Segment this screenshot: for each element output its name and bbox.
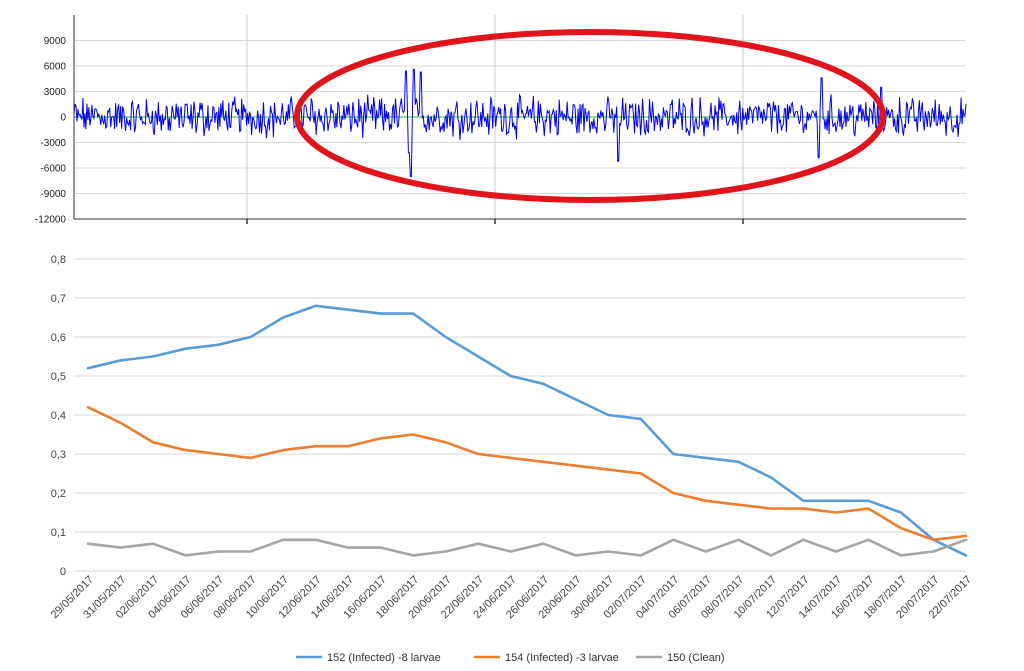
main-line-chart: 0 0,1 0,2 0,3 0,4 0,5 0,6 0,7 0,8 29/05/201731/0… xyxy=(49,254,974,621)
main-grid xyxy=(74,258,966,572)
main-y-tick-label: 0,3 xyxy=(51,449,66,461)
signal-y-tick-label: 0 xyxy=(60,113,66,124)
main-y-tick-label: 0,2 xyxy=(51,488,66,500)
main-y-tick-label: 0,4 xyxy=(51,410,66,422)
main-series-lines xyxy=(86,304,968,557)
signal-y-tick-label: 6000 xyxy=(44,62,67,73)
series-line-1 xyxy=(86,405,968,542)
signal-y-tick-label: 9000 xyxy=(44,36,67,47)
signal-series-line xyxy=(73,68,967,177)
series-line-2 xyxy=(86,538,968,557)
signal-chart: 9000 6000 3000 0 -3000 -6000 -9000 -12000 xyxy=(35,15,967,226)
legend: 152 (Infected) -8 larvae 154 (Infected) -… xyxy=(296,652,724,664)
signal-axes xyxy=(73,15,966,224)
signal-y-tick-labels: 9000 6000 3000 0 -3000 -6000 -9000 -12000 xyxy=(35,36,67,226)
main-y-tick-label: 0,6 xyxy=(51,332,66,344)
main-y-tick-label: 0,8 xyxy=(51,254,66,266)
main-y-tick-label: 0 xyxy=(60,566,66,578)
main-y-tick-label: 0,5 xyxy=(51,371,66,383)
annotation-ellipse xyxy=(294,29,886,203)
signal-y-tick-label: -12000 xyxy=(35,215,67,226)
signal-y-tick-label: 3000 xyxy=(44,87,67,98)
legend-label-0: 152 (Infected) -8 larvae xyxy=(327,652,441,664)
main-y-tick-label: 0,7 xyxy=(51,293,66,305)
signal-y-tick-label: -6000 xyxy=(40,164,66,175)
main-y-tick-label: 0,1 xyxy=(51,527,66,539)
legend-label-1: 154 (Infected) -3 larvae xyxy=(505,652,619,664)
signal-y-tick-label: -3000 xyxy=(40,138,66,149)
main-y-tick-labels: 0 0,1 0,2 0,3 0,4 0,5 0,6 0,7 0,8 xyxy=(51,254,66,578)
legend-label-2: 150 (Clean) xyxy=(667,652,724,664)
series-line-0 xyxy=(86,304,968,557)
main-x-tick-labels: 29/05/201731/05/201702/06/201704/06/2017… xyxy=(49,574,974,621)
signal-y-tick-label: -9000 xyxy=(40,189,66,200)
